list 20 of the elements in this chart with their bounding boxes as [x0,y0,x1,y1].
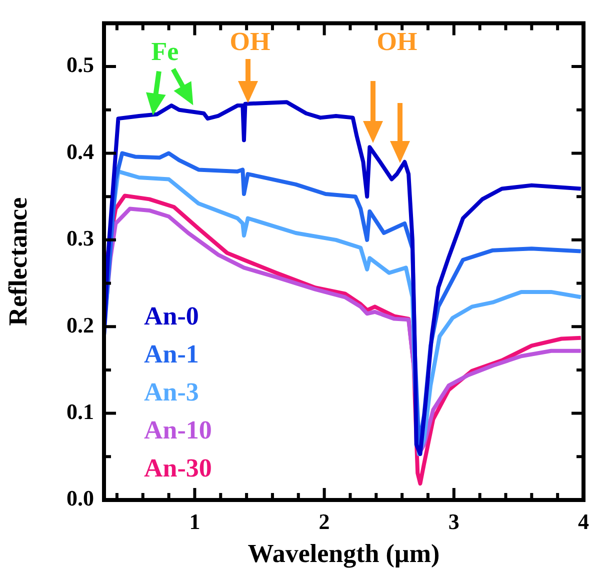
annotation: Fe [151,36,179,66]
y-axis-title: Reflectance [3,197,32,326]
y-tick-label: 0.5 [66,52,94,78]
x-tick-label: 1 [189,508,200,534]
y-tick-label: 0.0 [66,486,94,511]
annotation: OH [230,26,270,56]
y-tick-label: 0.2 [66,312,94,338]
y-tick-label: 0.3 [66,226,94,251]
text: An-30 [144,454,212,483]
x-tick-label: 3 [448,508,460,534]
text: An-3 [144,378,199,407]
x-tick-label: 4 [578,508,589,534]
series-label: An-1 [144,340,199,369]
x-tick-label: 2 [318,508,330,534]
series-label: An-0 [144,302,199,331]
text: An-10 [144,416,212,445]
x-axis-title: Wavelength (µm) [248,539,440,568]
y-tick-label: 0.4 [66,138,94,164]
y-tick-label: 0.1 [66,398,94,424]
annotation: OH [376,26,418,56]
